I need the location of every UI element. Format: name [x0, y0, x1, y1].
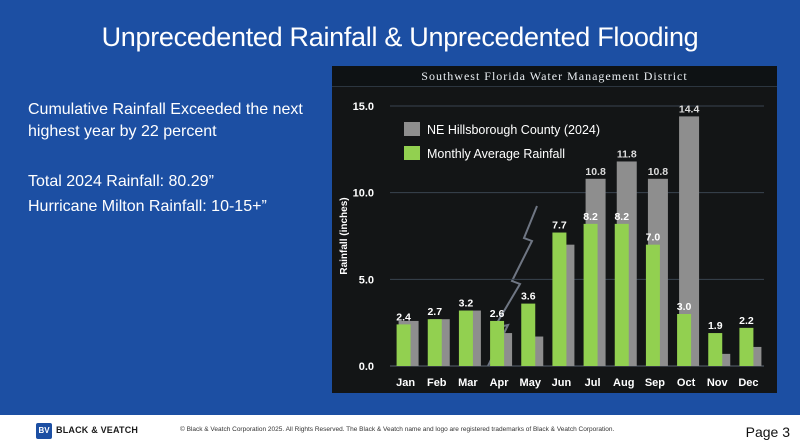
bar-average — [396, 324, 411, 366]
data-label-average: 1.9 — [708, 320, 723, 332]
bar-average — [645, 244, 660, 366]
x-tick-label: Apr — [490, 377, 510, 389]
data-label-average: 8.2 — [583, 211, 598, 223]
chart-banner: Southwest Florida Water Management Distr… — [332, 66, 777, 87]
bar-average — [677, 314, 692, 366]
data-label-average: 7.0 — [646, 232, 661, 244]
x-tick-label: Jan — [396, 377, 415, 389]
y-tick-label: 0.0 — [359, 361, 374, 373]
data-label-average: 2.6 — [490, 308, 505, 320]
bar-average — [458, 310, 473, 366]
bar-average — [739, 327, 754, 366]
y-axis-label: Rainfall (inches) — [339, 197, 350, 274]
footer: BV BLACK & VEATCH © Black & Veatch Corpo… — [0, 415, 800, 447]
chart-canvas: 0.0 5.0 10.0 15.0 Rainfall (inches) 2.4 Jan 2.7… — [339, 101, 764, 389]
x-tick-label: Jun — [552, 377, 572, 389]
lightning-decoration — [487, 205, 538, 367]
data-label-average: 3.6 — [521, 291, 536, 303]
y-tick-label: 5.0 — [359, 274, 374, 286]
x-tick-label: May — [520, 377, 542, 389]
x-tick-label: Dec — [738, 377, 758, 389]
page-title: Unprecedented Rainfall & Unprecedented F… — [101, 22, 699, 52]
data-label-2024: 14.4 — [679, 103, 700, 115]
logo-text: BLACK & VEATCH — [56, 425, 139, 435]
legend-label-2024: NE Hillsborough County (2024) — [427, 123, 600, 137]
data-label-average: 7.7 — [552, 220, 567, 232]
legend-swatch-2024 — [404, 122, 420, 136]
x-tick-label: Mar — [458, 377, 478, 389]
data-label-average: 8.2 — [614, 211, 629, 223]
bullet-total-rainfall: Total 2024 Rainfall: 80.29” — [28, 173, 214, 190]
bullet-cumulative-rainfall: Cumulative Rainfall Exceeded the next hi… — [28, 101, 303, 140]
bar-2024 — [679, 116, 700, 367]
x-tick-label: Feb — [427, 377, 447, 389]
data-label-2024: 10.8 — [648, 166, 669, 178]
legend-label-average: Monthly Average Rainfall — [427, 147, 565, 161]
bv-logo-icon: BV — [36, 423, 52, 439]
data-label-average: 2.7 — [427, 306, 442, 318]
data-label-average: 2.2 — [739, 315, 754, 327]
bullet-milton-rainfall: Hurricane Milton Rainfall: 10-15+” — [28, 198, 267, 215]
y-tick-label: 15.0 — [353, 101, 374, 113]
bar-average — [583, 223, 598, 366]
x-tick-label: Sep — [645, 377, 665, 389]
x-tick-label: Oct — [677, 377, 696, 389]
bar-average — [521, 303, 536, 366]
bar-average — [552, 232, 567, 366]
data-label-average: 2.4 — [396, 311, 411, 323]
page-number: Page 3 — [745, 424, 790, 440]
rainfall-chart: 0.0 5.0 10.0 15.0 Rainfall (inches) 2.4 Jan 2.7… — [332, 66, 777, 393]
data-label-2024: 11.8 — [617, 148, 637, 160]
y-tick-label: 10.0 — [353, 188, 374, 200]
data-label-average: 3.0 — [677, 301, 692, 313]
x-tick-label: Aug — [613, 377, 634, 389]
bar-average — [427, 319, 442, 366]
x-tick-label: Jul — [585, 377, 601, 389]
data-label-average: 3.2 — [459, 298, 474, 310]
bar-average — [490, 320, 505, 366]
copyright-notice: © Black & Veatch Corporation 2025. All R… — [180, 426, 615, 433]
data-label-2024: 10.8 — [585, 166, 606, 178]
x-tick-label: Nov — [707, 377, 729, 389]
bar-average — [708, 333, 723, 366]
slide-background: Unprecedented Rainfall & Unprecedented F… — [0, 0, 800, 415]
bar-average — [614, 223, 629, 366]
legend-swatch-average — [404, 146, 420, 160]
